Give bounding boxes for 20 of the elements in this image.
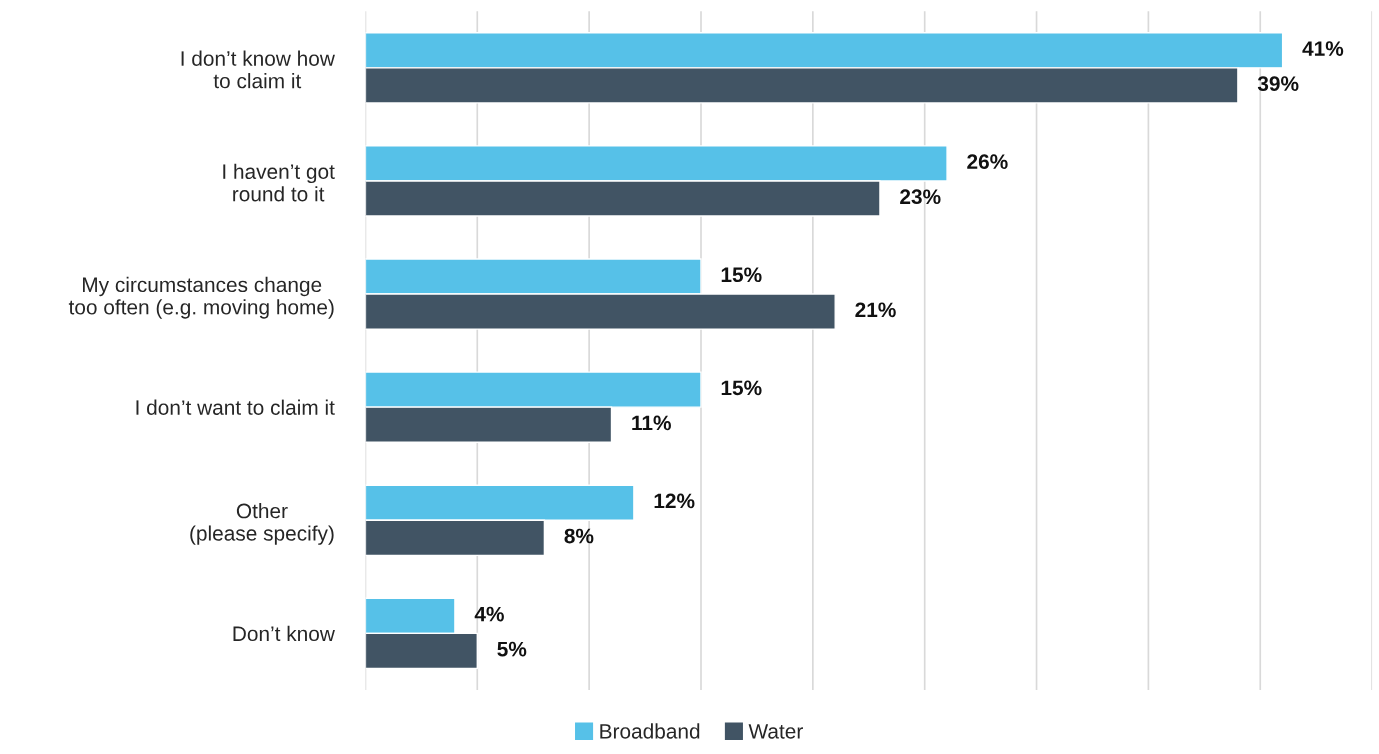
data-label: 23% <box>900 189 941 205</box>
data-label: 15% <box>721 380 762 396</box>
data-label: 21% <box>855 302 896 318</box>
y-tick-label: My circumstances change too often (e.g. moving home) <box>68 276 334 319</box>
legend-label: Water <box>748 724 803 739</box>
data-label: 12% <box>654 493 695 509</box>
data-label: 8% <box>564 528 594 544</box>
y-tick-label: I haven’t got round to it <box>223 163 335 202</box>
data-label: 5% <box>497 641 527 657</box>
data-label: 11% <box>632 415 671 431</box>
y-tick-label: Don’t know <box>233 625 335 642</box>
data-label: 15% <box>721 267 762 283</box>
y-tick-label: I don’t know how to claim it <box>181 50 335 89</box>
y-tick-label: I don’t want to claim it <box>136 399 335 415</box>
data-label: 39% <box>1257 76 1299 92</box>
y-tick-label: Other (please specify) <box>190 503 334 545</box>
data-label: 26% <box>967 154 1008 170</box>
data-label: 41% <box>1302 41 1344 56</box>
legend-label: Broadband <box>600 723 700 739</box>
data-label: 4% <box>474 606 504 622</box>
